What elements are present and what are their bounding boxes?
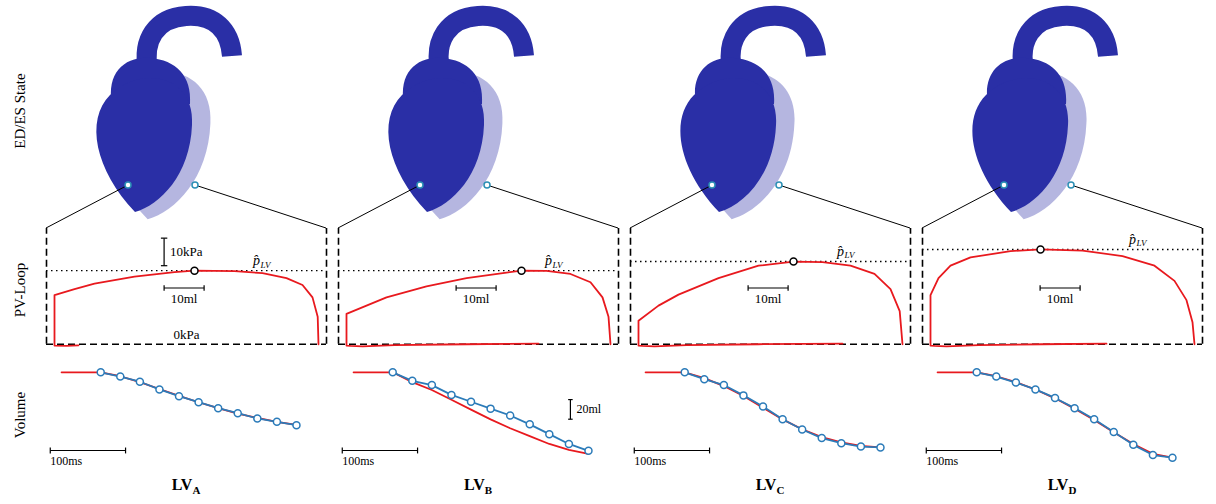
svg-text:LV: LV (551, 260, 564, 270)
svg-text:LV: LV (843, 250, 856, 260)
svg-text:100ms: 100ms (926, 454, 958, 468)
html-text:ED/ES State: ED/ES State (11, 73, 28, 149)
html-text:LVC: LVC (755, 476, 785, 497)
svg-text:100ms: 100ms (50, 454, 82, 468)
html-text:LVB: LVB (463, 476, 492, 497)
svg-text:LV: LV (1135, 238, 1148, 248)
svg-text:100ms: 100ms (342, 454, 374, 468)
svg-text:0kPa: 0kPa (174, 327, 200, 342)
svg-text:20ml: 20ml (576, 402, 601, 416)
svg-text:p̂: p̂ (1128, 232, 1136, 247)
svg-text:100ms: 100ms (634, 454, 666, 468)
html-text:Volume: Volume (11, 391, 28, 439)
svg-text:10kPa: 10kPa (170, 244, 203, 259)
html-text:LVD: LVD (1047, 476, 1077, 497)
svg-text:10ml: 10ml (755, 291, 782, 306)
svg-text:10ml: 10ml (1047, 291, 1074, 306)
svg-text:LV: LV (259, 260, 272, 270)
html-text:PV-Loop: PV-Loop (11, 262, 28, 318)
svg-text:p̂: p̂ (544, 253, 552, 268)
svg-text:10ml: 10ml (463, 291, 490, 306)
svg-text:p̂: p̂ (836, 244, 844, 259)
html-text:LVA: LVA (171, 476, 201, 497)
svg-text:10ml: 10ml (171, 291, 198, 306)
svg-text:p̂: p̂ (252, 253, 260, 268)
